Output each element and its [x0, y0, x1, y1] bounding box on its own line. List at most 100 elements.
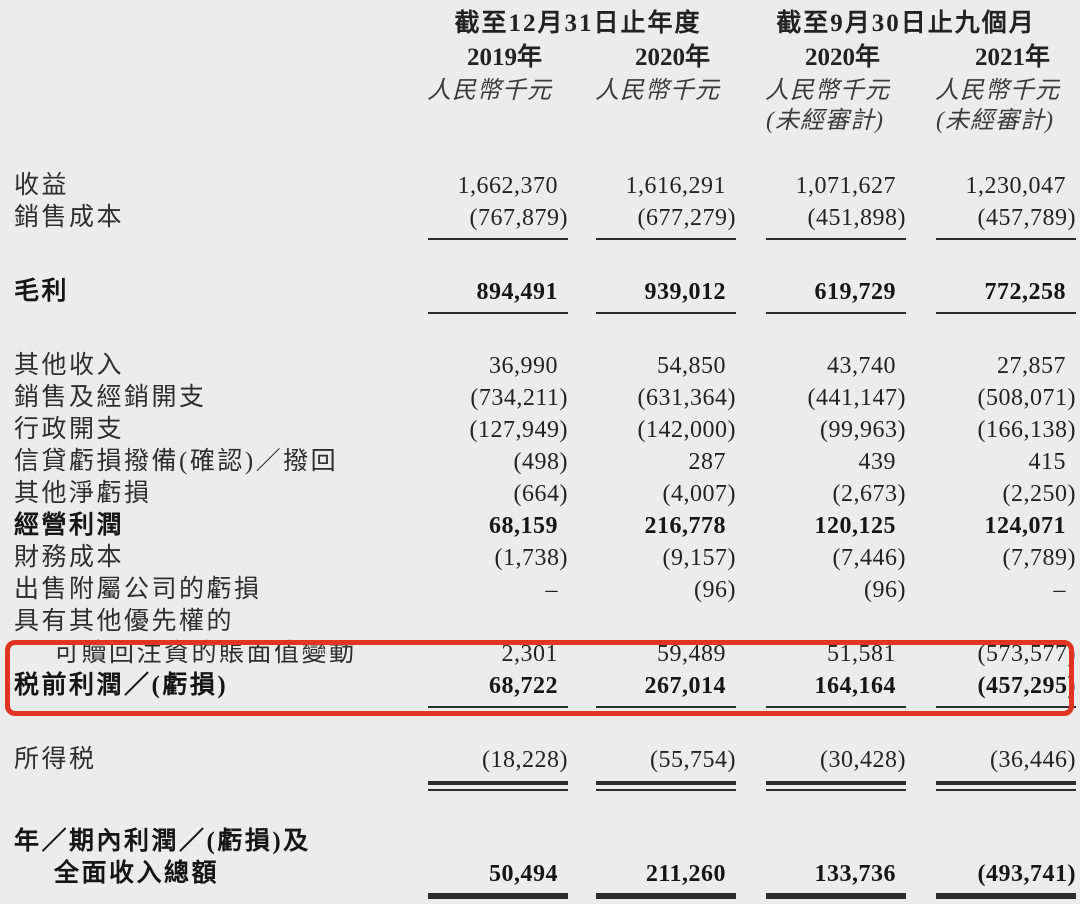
cell-value [568, 826, 736, 858]
table-header: 截至12月31日止年度 截至9月30日止九個月 2019年 2020年 2020… [0, 8, 1076, 170]
cell-value [568, 606, 736, 638]
table-row: 財務成本 (1,738) (9,157) (7,446) (7,789) [0, 542, 1076, 574]
cell-value: (493,741) [906, 858, 1077, 899]
header-unit: 人民幣千元 [935, 78, 1061, 104]
table-row: 可贖回注資的賬面值變動 2,301 59,489 51,581 (573,577) [0, 638, 1076, 670]
header-spacer-cell [0, 42, 420, 76]
cell-value: (166,138) [977, 417, 1077, 443]
cell-value: 120,125 [814, 513, 897, 539]
row-label: 銷售成本 [14, 204, 125, 231]
cell-value: – [545, 577, 558, 603]
cell-value: (767,879) [420, 202, 568, 242]
cell-value: 439 [858, 449, 897, 475]
table-row: 出售附屬公司的虧損 – (96) (96) – [0, 574, 1076, 606]
cell-value [906, 826, 1076, 858]
cell-value: (7,446) [832, 545, 907, 571]
cell-value: 51,581 [827, 641, 897, 667]
cell-value [420, 606, 568, 638]
cell-value: (498) [513, 449, 568, 475]
table-row: 毛利 894,491 939,012 619,729 772,258 [0, 276, 1077, 316]
header-year-2019: 2019年 [466, 44, 542, 71]
table-row: 年／期內利潤／(虧損)及 [0, 826, 1076, 858]
cell-value: (4,007) [662, 481, 737, 507]
header-group-row: 截至12月31日止年度 截至9月30日止九個月 [0, 8, 1076, 42]
cell-value: (677,279) [568, 202, 737, 242]
row-label: 税前利潤／(虧損) [14, 672, 229, 699]
cell-value [420, 826, 568, 858]
cell-value: 267,014 [568, 670, 737, 710]
cell-value: 164,164 [736, 670, 907, 710]
underline-rule [936, 238, 1077, 240]
cell-value: (664) [513, 481, 568, 507]
table-row: 其他收入 36,990 54,850 43,740 27,857 [0, 350, 1076, 382]
header-spacer-cell [0, 76, 420, 106]
table-body: 收益 1,662,370 1,616,291 1,071,627 1,230,047 銷售… [0, 170, 1077, 899]
cell-value: 415 [1028, 449, 1067, 475]
spacer-row [0, 242, 1076, 276]
cell-value: (573,577) [977, 641, 1077, 667]
cell-value: (2,673) [832, 481, 907, 507]
underline-rule [596, 781, 737, 791]
cell-value: 1,616,291 [625, 173, 727, 199]
underline-rule [936, 312, 1077, 314]
header-note-unaudited: (未經審計) [766, 108, 885, 134]
cell-value: 50,494 [420, 858, 568, 899]
underline-rule [766, 312, 907, 314]
underline-rule [596, 238, 737, 240]
underline-rule [766, 781, 907, 791]
underline-rule [596, 312, 737, 314]
cell-value: (441,147) [807, 385, 907, 411]
header-spacer-cell [0, 106, 420, 136]
underline-rule [428, 893, 568, 899]
header-unit: 人民幣千元 [427, 78, 552, 104]
cell-value: (631,364) [637, 385, 737, 411]
header-group-nine-months: 截至9月30日止九個月 [776, 10, 1036, 37]
header-note [568, 106, 736, 136]
table-row: 銷售成本 (767,879) (677,279) (451,898) (457,789) [0, 202, 1077, 242]
table-row: 經營利潤 68,159 216,778 120,125 124,071 [0, 510, 1076, 542]
cell-value: 1,662,370 [457, 173, 558, 199]
cell-value: 54,850 [657, 353, 727, 379]
header-year-2020-9m: 2020年 [805, 44, 881, 71]
table-row: 收益 1,662,370 1,616,291 1,071,627 1,230,047 [0, 170, 1076, 202]
table-row: 具有其他優先權的 [0, 606, 1076, 638]
cell-value: 43,740 [827, 353, 897, 379]
spacer-row [0, 792, 1076, 826]
cell-value: (7,789) [1002, 545, 1077, 571]
cell-value: (457,295) [906, 670, 1077, 710]
cell-value: (96) [694, 577, 737, 603]
row-label: 全面收入總額 [54, 860, 220, 887]
cell-value: 894,491 [420, 276, 568, 316]
cell-value: (36,446) [906, 744, 1077, 792]
spacer-row [0, 136, 1076, 170]
row-label: 具有其他優先權的 [14, 608, 235, 635]
header-year-2021-9m: 2021年 [975, 44, 1051, 71]
cell-value: 36,990 [489, 353, 558, 379]
row-label: 毛利 [14, 278, 70, 305]
row-label: 經營利潤 [14, 512, 125, 539]
row-label: 銷售及經銷開支 [14, 384, 207, 411]
underline-rule [428, 238, 568, 240]
cell-value: 59,489 [657, 641, 727, 667]
table-row: 所得税 (18,228) (55,754) (30,428) (36,446) [0, 744, 1077, 792]
cell-value: (55,754) [568, 744, 737, 792]
cell-value: 211,260 [568, 858, 737, 899]
cell-value: (142,000) [637, 417, 737, 443]
underline-rule [428, 706, 568, 708]
header-note-unaudited: (未經審計) [936, 108, 1055, 134]
header-year-row: 2019年 2020年 2020年 2021年 [0, 42, 1076, 76]
cell-value: (99,963) [820, 417, 907, 443]
header-note-row: (未經審計) (未經審計) [0, 106, 1076, 136]
cell-value [906, 606, 1076, 638]
financial-statement-page: { "colors": { "background": "#ececec", "… [0, 8, 1080, 904]
header-group-year-ended: 截至12月31日止年度 [454, 10, 702, 37]
underline-rule [766, 238, 907, 240]
cell-value: 124,071 [984, 513, 1067, 539]
header-unit: 人民幣千元 [595, 78, 721, 104]
cell-value: (9,157) [662, 545, 737, 571]
cell-value: (508,071) [977, 385, 1077, 411]
cell-value: 1,230,047 [965, 173, 1067, 199]
cell-value [736, 606, 906, 638]
table-row: 其他淨虧損 (664) (4,007) (2,673) (2,250) [0, 478, 1076, 510]
row-label: 可贖回注資的賬面值變動 [54, 640, 357, 667]
